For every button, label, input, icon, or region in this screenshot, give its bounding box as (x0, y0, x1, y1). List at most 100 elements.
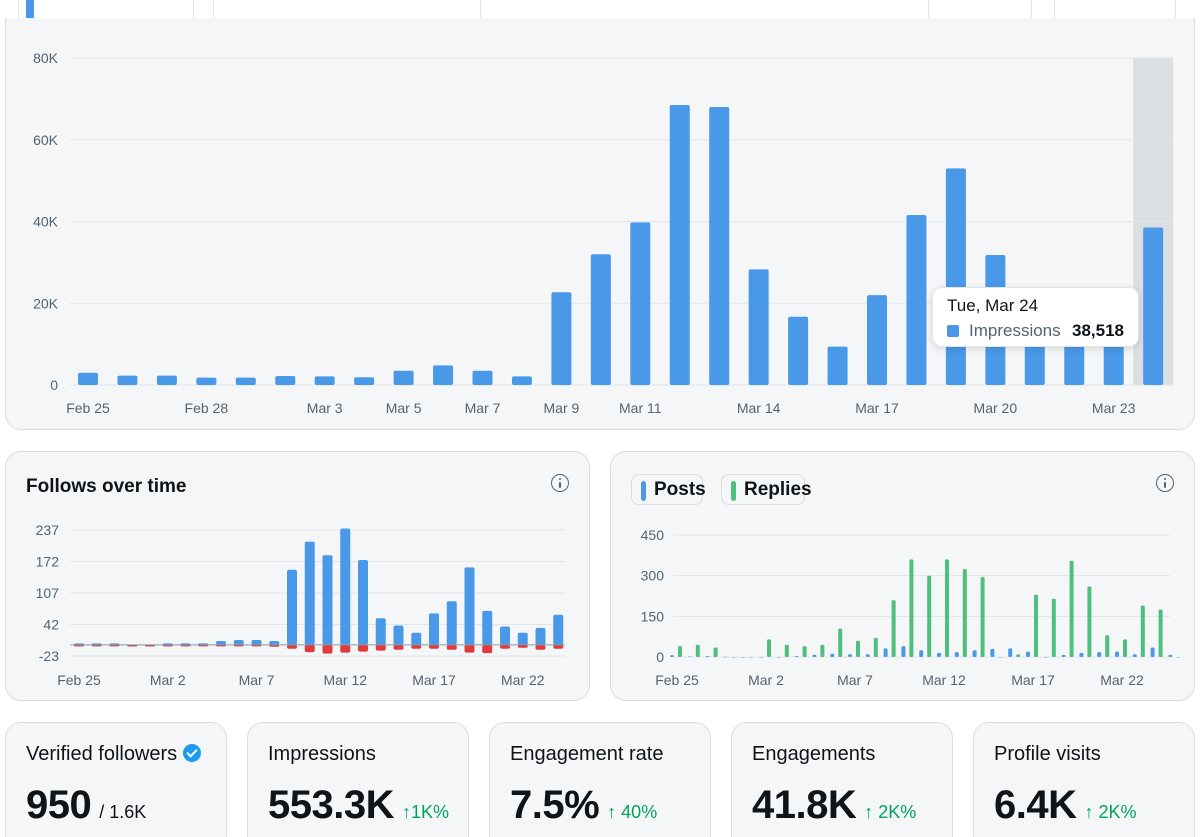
x-tick-label: Mar 17 (1011, 672, 1055, 688)
x-tick-label: Mar 9 (544, 400, 580, 416)
impressions-bar (590, 254, 611, 385)
impressions-bar (1143, 227, 1164, 385)
posts-bar (972, 650, 977, 657)
posts-bar (954, 652, 959, 657)
impressions-legend-swatch (26, 0, 34, 30)
replies-bar (678, 646, 682, 657)
posts-bar (1026, 651, 1030, 657)
follows-bar (287, 569, 297, 645)
x-tick-label: Mar 20 (974, 400, 1018, 416)
impressions-bar (433, 365, 454, 385)
x-tick-label: Mar 22 (1100, 672, 1144, 688)
unfollows-bar (393, 644, 404, 650)
stat-label: Engagement rate (510, 743, 664, 765)
impressions-bar (669, 105, 690, 385)
chart-tooltip: Tue, Mar 24 Impressions 38,518 (932, 287, 1139, 347)
tooltip-date: Tue, Mar 24 (947, 296, 1039, 315)
stat-card-engagement-rate[interactable]: Engagement rate 7.5% ↑ 40% (489, 722, 711, 837)
unfollows-bar (340, 644, 351, 653)
impressions-bar (472, 370, 493, 385)
follows-bar (535, 627, 546, 645)
y-tick-label: 42 (43, 617, 59, 633)
posts-bar (1115, 651, 1119, 657)
follows-bar (446, 601, 457, 645)
posts-bar (883, 648, 888, 657)
replies-bar (891, 600, 896, 657)
stat-card-profile-visits[interactable]: Profile visits 6.4K ↑ 2K% (973, 722, 1195, 837)
follows-bar (500, 626, 510, 645)
unfollows-bar (535, 644, 546, 650)
info-icon[interactable] (551, 474, 569, 492)
replies-bar (1105, 635, 1110, 657)
unfollows-bar (287, 644, 297, 649)
legend-replies-toggle[interactable]: Replies (721, 474, 812, 505)
posts-bar (1097, 652, 1102, 657)
impressions-bar (945, 168, 966, 385)
follows-bar (375, 618, 386, 645)
replies-bar (1034, 594, 1038, 657)
tooltip-value: 38,518 (1072, 321, 1124, 340)
y-tick-label: 60K (33, 132, 59, 148)
y-tick-label: 107 (36, 585, 60, 601)
impressions-chart: 0 20K 40K 60K 80K Feb 25 Feb 28 Mar 3 Mar 5 Mar 7… (33, 50, 1174, 416)
unfollows-bar (500, 644, 510, 649)
posts-bar (705, 656, 710, 657)
posts-bar (1150, 647, 1155, 657)
impressions-bar (275, 376, 296, 385)
replies-bar (856, 640, 860, 657)
replies-bar (1140, 605, 1145, 657)
y-tick-label: 0 (656, 649, 664, 665)
replies-bar (1016, 654, 1021, 657)
posts-bar (794, 656, 799, 657)
replies-bar (873, 638, 878, 657)
x-tick-label: Mar 5 (386, 400, 422, 416)
replies-bar (962, 568, 967, 657)
stat-label: Verified followers (26, 743, 202, 766)
x-tick-label: Mar 14 (737, 400, 781, 416)
info-icon[interactable] (1156, 474, 1174, 492)
stat-delta: ↑ 2K% (864, 802, 917, 822)
replies-bar (713, 647, 718, 657)
impressions-bar (235, 377, 256, 385)
replies-bar (749, 657, 754, 658)
y-tick-label: 450 (641, 527, 665, 543)
replies-bar (1069, 560, 1074, 657)
follows-bar (517, 632, 528, 645)
stat-label: Engagements (752, 743, 876, 765)
follows-card: Follows over time (5, 451, 590, 701)
posts-bar (865, 654, 870, 657)
replies-bar (767, 639, 771, 657)
y-tick-label: 0 (50, 377, 58, 393)
unfollows-bar (482, 644, 493, 654)
stat-card-engagements[interactable]: Engagements 41.8K ↑ 2K% (731, 722, 953, 837)
stat-value: 950/ 1.6K (26, 783, 147, 827)
unfollows-bar (517, 644, 528, 648)
legend-posts-toggle[interactable]: Posts (631, 474, 706, 505)
impressions-bar (354, 377, 375, 385)
unfollows-bar (322, 644, 333, 654)
stat-card-impressions[interactable]: Impressions 553.3K ↑1K% (247, 722, 469, 837)
y-tick-label: 40K (33, 214, 59, 230)
follows-bar (251, 640, 262, 645)
x-tick-label: Mar 2 (748, 672, 784, 688)
follows-bar (482, 610, 493, 645)
stat-value: 41.8K ↑ 2K% (752, 783, 917, 827)
replies-bar (731, 657, 736, 658)
follows-bar (216, 640, 226, 645)
impressions-bar (827, 346, 848, 385)
stat-card-verified-followers[interactable]: Verified followers 950/ 1.6K (5, 722, 227, 837)
stat-value: 7.5% ↑ 40% (510, 783, 658, 827)
impressions-bar (78, 372, 98, 385)
follows-bar (322, 555, 333, 645)
posts-bar (1008, 648, 1013, 657)
unfollows-bar (429, 644, 439, 649)
x-tick-label: Feb 25 (57, 672, 101, 688)
x-tick-label: Mar 17 (855, 400, 899, 416)
x-tick-label: Mar 12 (323, 672, 367, 688)
follows-bar (429, 613, 439, 645)
impressions-bar (551, 292, 572, 385)
y-tick-label: 237 (36, 522, 60, 538)
impressions-bar (748, 269, 769, 385)
unfollows-bar (464, 644, 475, 653)
posts-bar (1132, 654, 1137, 657)
